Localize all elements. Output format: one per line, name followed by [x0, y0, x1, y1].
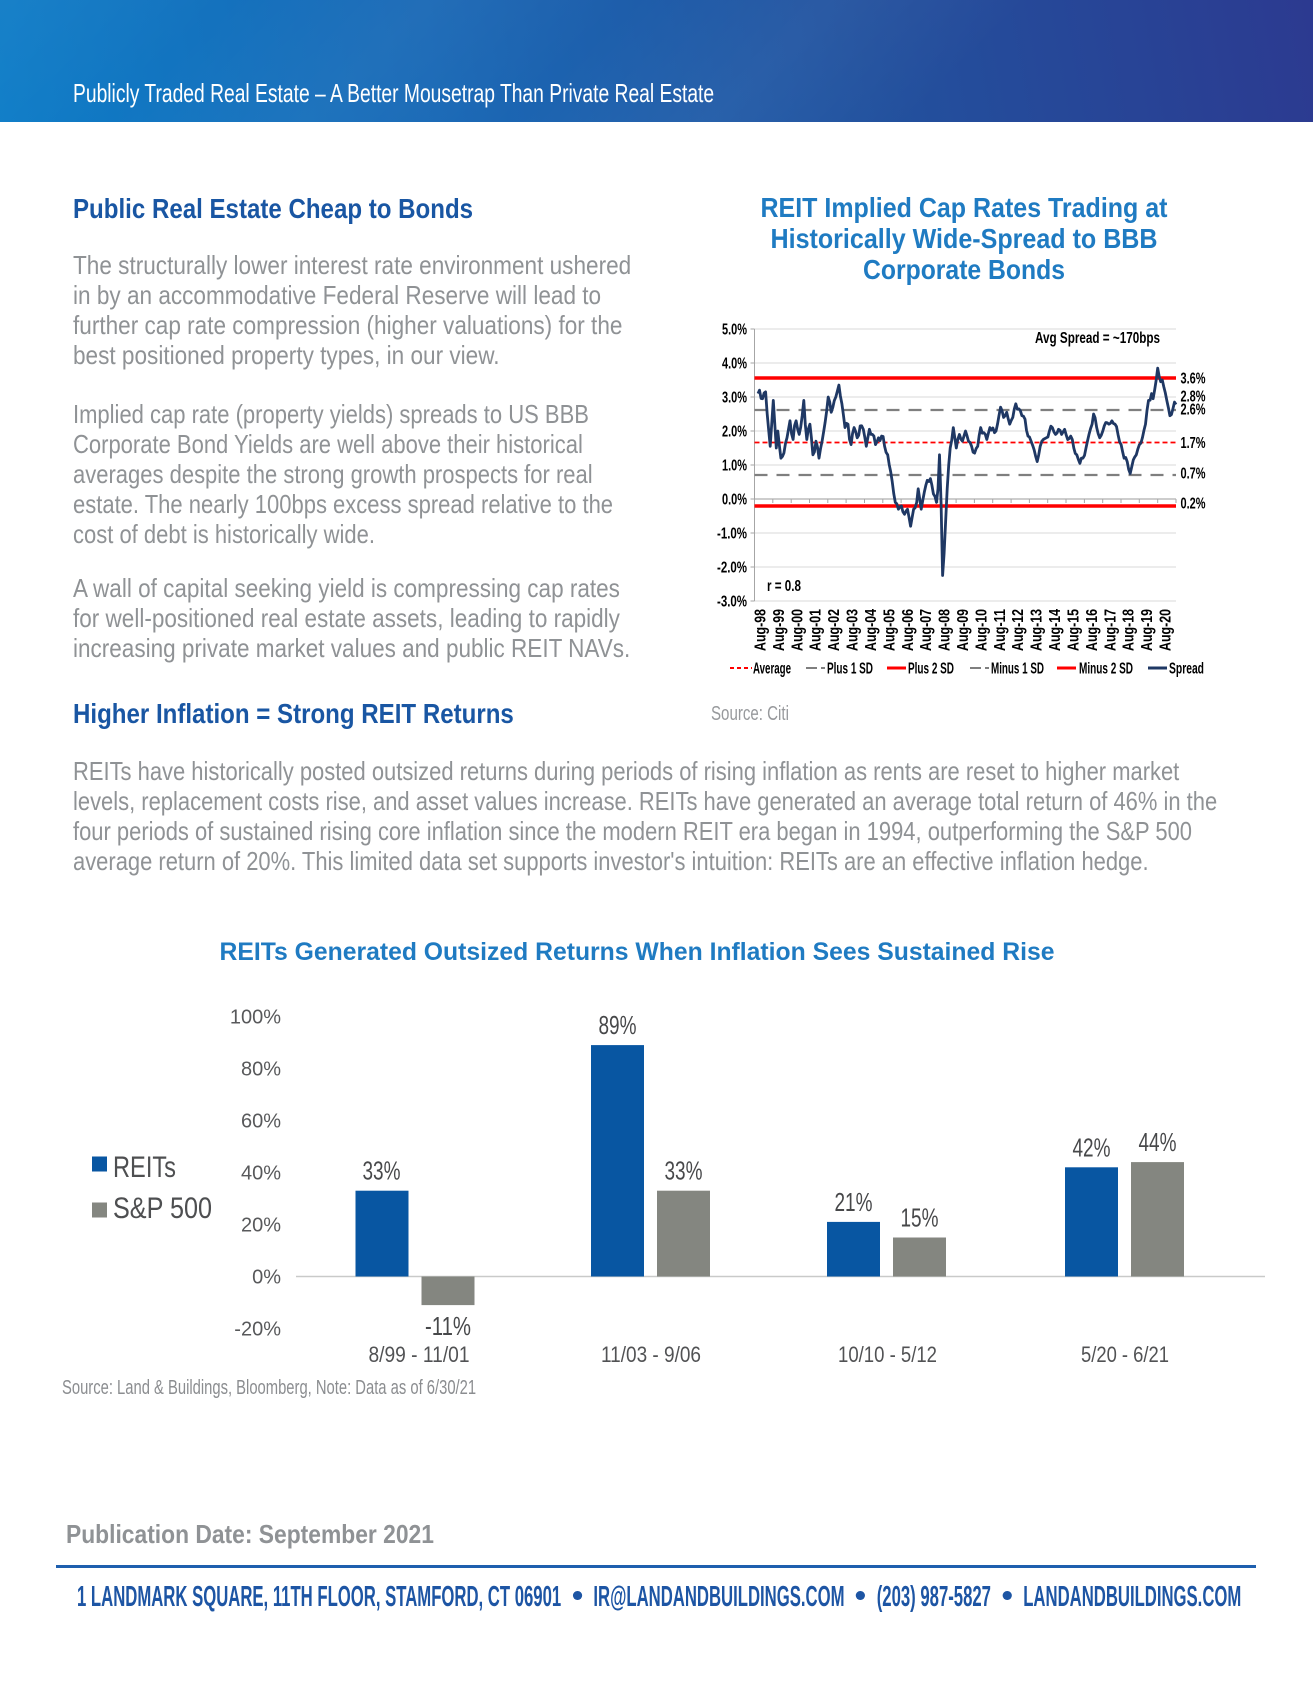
- svg-text:Aug-19: Aug-19: [1139, 609, 1156, 651]
- svg-text:Plus 2 SD: Plus 2 SD: [908, 661, 954, 678]
- svg-text:Aug-15: Aug-15: [1066, 609, 1083, 651]
- svg-text:2.8%: 2.8%: [1181, 389, 1206, 406]
- svg-text:Minus 2 SD: Minus 2 SD: [1079, 661, 1133, 678]
- svg-text:15%: 15%: [901, 1203, 939, 1233]
- svg-text:Minus 1 SD: Minus 1 SD: [991, 661, 1044, 678]
- svg-text:S&P 500: S&P 500: [113, 1192, 212, 1225]
- svg-text:89%: 89%: [599, 1010, 637, 1040]
- svg-text:Aug-98: Aug-98: [753, 609, 770, 651]
- svg-text:1.0%: 1.0%: [722, 458, 747, 475]
- svg-text:Aug-00: Aug-00: [789, 609, 806, 651]
- svg-text:40%: 40%: [241, 1163, 281, 1185]
- svg-text:4.0%: 4.0%: [722, 356, 747, 373]
- svg-text:0%: 0%: [252, 1267, 281, 1289]
- svg-text:100%: 100%: [230, 1007, 281, 1029]
- svg-text:REITs: REITs: [113, 1151, 176, 1184]
- svg-text:Aug-11: Aug-11: [992, 609, 1009, 651]
- svg-text:Plus 1 SD: Plus 1 SD: [827, 661, 873, 678]
- svg-text:60%: 60%: [241, 1111, 281, 1133]
- svg-text:10/10 - 5/12: 10/10 - 5/12: [838, 1342, 937, 1367]
- svg-text:0.2%: 0.2%: [1181, 496, 1206, 513]
- svg-text:Aug-04: Aug-04: [863, 609, 880, 651]
- svg-text:-11%: -11%: [425, 1311, 471, 1341]
- svg-text:Aug-01: Aug-01: [808, 609, 825, 651]
- svg-text:3.6%: 3.6%: [1181, 371, 1206, 388]
- svg-text:3.0%: 3.0%: [722, 390, 747, 407]
- svg-text:11/03 - 9/06: 11/03 - 9/06: [601, 1342, 701, 1367]
- svg-text:Aug-14: Aug-14: [1047, 609, 1064, 651]
- svg-text:5/20 - 6/21: 5/20 - 6/21: [1081, 1342, 1169, 1367]
- svg-text:Aug-99: Aug-99: [771, 609, 788, 651]
- svg-text:Aug-17: Aug-17: [1102, 609, 1119, 651]
- svg-text:Aug-10: Aug-10: [973, 609, 990, 651]
- svg-text:Aug-09: Aug-09: [955, 609, 972, 651]
- svg-text:Aug-03: Aug-03: [845, 609, 862, 651]
- svg-text:Aug-02: Aug-02: [826, 609, 843, 651]
- svg-text:0.0%: 0.0%: [722, 492, 747, 509]
- svg-text:Aug-16: Aug-16: [1084, 609, 1101, 651]
- svg-text:REIT Implied Cap Rates Trading: REIT Implied Cap Rates Trading at: [761, 192, 1168, 223]
- svg-text:-20%: -20%: [234, 1319, 281, 1341]
- svg-text:Average: Average: [753, 661, 791, 678]
- svg-text:Spread: Spread: [1169, 661, 1204, 678]
- svg-text:Corporate Bonds: Corporate Bonds: [863, 254, 1065, 285]
- svg-text:33%: 33%: [665, 1156, 703, 1186]
- svg-text:2.6%: 2.6%: [1181, 402, 1206, 419]
- svg-text:20%: 20%: [241, 1215, 281, 1237]
- svg-text:8/99 - 11/01: 8/99 - 11/01: [369, 1342, 470, 1367]
- svg-text:1.7%: 1.7%: [1181, 435, 1206, 452]
- svg-text:Aug-08: Aug-08: [937, 609, 954, 651]
- svg-text:21%: 21%: [835, 1187, 873, 1217]
- svg-text:Aug-18: Aug-18: [1121, 609, 1138, 651]
- svg-text:Aug-13: Aug-13: [1029, 609, 1046, 651]
- svg-text:42%: 42%: [1073, 1132, 1111, 1162]
- svg-text:Aug-06: Aug-06: [900, 609, 917, 651]
- svg-text:44%: 44%: [1139, 1127, 1177, 1157]
- svg-text:-1.0%: -1.0%: [717, 526, 747, 543]
- svg-text:Historically Wide-Spread to BB: Historically Wide-Spread to BBB: [771, 223, 1158, 254]
- svg-text:Aug-20: Aug-20: [1158, 609, 1175, 651]
- svg-text:REITs Generated Outsized Retur: REITs Generated Outsized Returns When In…: [220, 938, 1055, 966]
- svg-text:Avg Spread = ~170bps: Avg Spread = ~170bps: [1035, 330, 1160, 347]
- svg-text:0.7%: 0.7%: [1181, 466, 1206, 483]
- svg-text:5.0%: 5.0%: [722, 322, 747, 339]
- svg-text:80%: 80%: [241, 1059, 281, 1081]
- svg-text:33%: 33%: [363, 1156, 401, 1186]
- svg-text:-2.0%: -2.0%: [717, 560, 747, 577]
- svg-text:Aug-05: Aug-05: [881, 609, 898, 651]
- svg-text:Aug-07: Aug-07: [918, 609, 935, 651]
- svg-text:2.0%: 2.0%: [722, 424, 747, 441]
- svg-text:r = 0.8: r = 0.8: [767, 578, 801, 595]
- svg-text:-3.0%: -3.0%: [717, 594, 747, 611]
- svg-text:Aug-12: Aug-12: [1010, 609, 1027, 651]
